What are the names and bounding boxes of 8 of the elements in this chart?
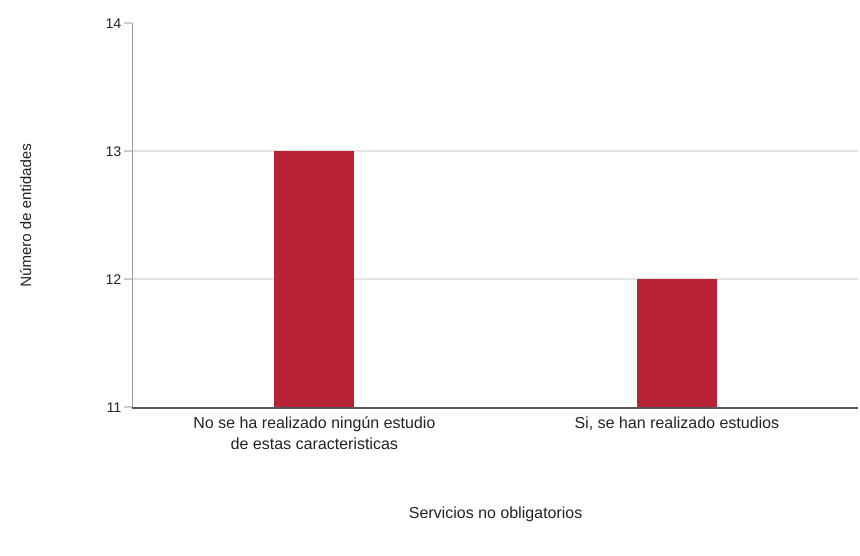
y-tick-label: 11 (106, 398, 122, 415)
y-axis-title: Número de entidades (18, 143, 35, 287)
x-axis-title: Servicios no obligatorios (408, 504, 582, 522)
x-tick-label: Si, se han realizado estudios (574, 414, 780, 432)
y-tick-label: 12 (106, 270, 122, 287)
y-tick-label: 13 (106, 142, 122, 159)
x-tick-label: No se ha realizado ningún estudio de estas caracteristicas (193, 414, 436, 453)
y-tick-label: 14 (106, 14, 122, 31)
